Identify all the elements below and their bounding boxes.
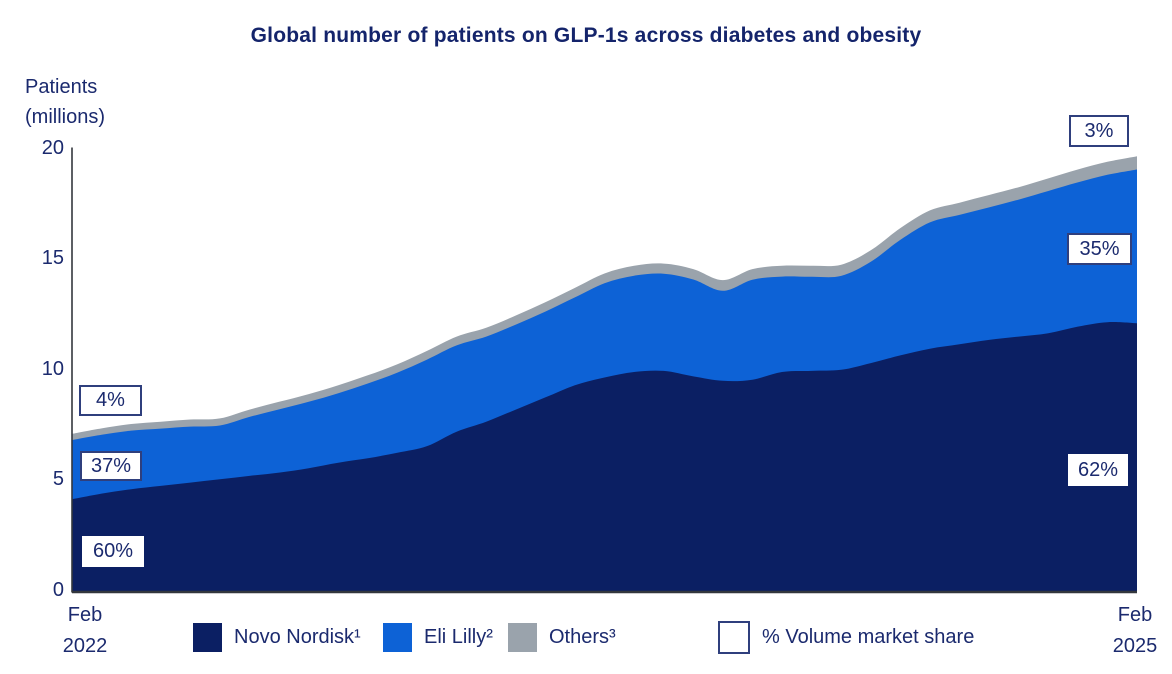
y-tick-label-20: 20	[41, 136, 64, 159]
legend-label-others: Others³	[549, 626, 616, 648]
legend-label-novo-nordisk: Novo Nordisk¹	[234, 626, 361, 648]
x-axis-label-start: Feb 2022	[37, 600, 133, 662]
area-novo-nordisk	[72, 322, 1137, 591]
annotation-others-start-share: 4%	[79, 385, 142, 416]
legend-label-volume-market-share: % Volume market share	[762, 626, 975, 648]
y-axis-title-line2: (millions)	[25, 106, 105, 128]
x-end-line2: 2025	[1112, 635, 1158, 657]
annotation-novo-nordisk-end-share: 62%	[1068, 454, 1128, 486]
y-tick-label-10: 10	[41, 357, 64, 380]
legend-item-others: Others³	[508, 622, 616, 653]
market-share-box-icon	[718, 621, 750, 654]
x-end-line1: Feb	[1117, 604, 1153, 626]
legend-item-eli-lilly: Eli Lilly²	[383, 622, 493, 653]
x-start-line2: 2022	[62, 635, 108, 657]
eli-lilly-swatch-icon	[383, 623, 412, 652]
y-tick-label-0: 0	[52, 579, 64, 601]
x-start-line1: Feb	[67, 604, 103, 626]
x-axis-label-end: Feb 2025	[1087, 600, 1172, 662]
annotation-others-end-share: 3%	[1069, 115, 1129, 147]
y-axis-title-line1: Patients	[25, 76, 98, 98]
novo-nordisk-swatch-icon	[193, 623, 222, 652]
legend-label-eli-lilly: Eli Lilly²	[424, 626, 493, 648]
y-tick-label-15: 15	[41, 247, 64, 270]
others-swatch-icon	[508, 623, 537, 652]
chart-title: Global number of patients on GLP-1s acro…	[250, 24, 922, 47]
legend-item-volume-market-share: % Volume market share	[718, 621, 975, 654]
y-tick-label-5: 5	[52, 468, 64, 491]
annotation-eli-lilly-start-share: 37%	[80, 451, 142, 481]
legend-item-novo-nordisk: Novo Nordisk¹	[193, 622, 361, 653]
annotation-novo-nordisk-start-share: 60%	[82, 536, 144, 567]
y-axis-title: Patients (millions)	[25, 72, 105, 132]
annotation-eli-lilly-end-share: 35%	[1067, 233, 1132, 265]
